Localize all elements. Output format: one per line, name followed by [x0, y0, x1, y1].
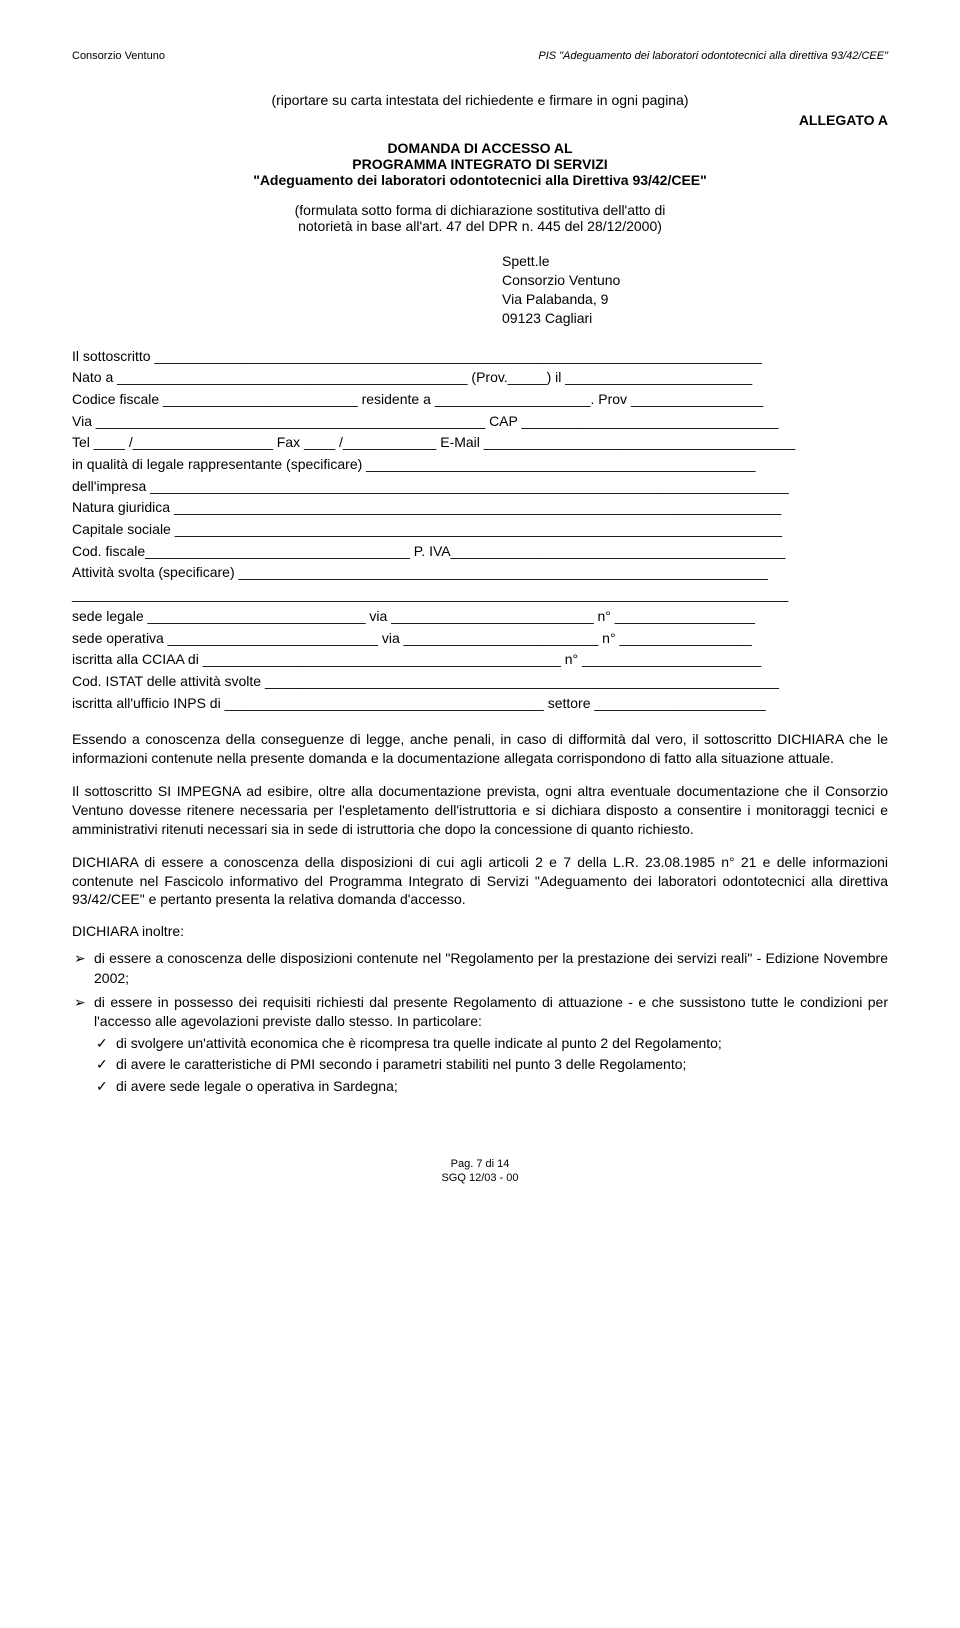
- form-fields: Il sottoscritto ________________________…: [72, 346, 888, 715]
- bullet-item: di essere a conoscenza delle disposizion…: [72, 949, 888, 988]
- address-line-4: 09123 Cagliari: [502, 309, 888, 328]
- footer-page-number: Pag. 7 di 14: [72, 1157, 888, 1171]
- address-line-1: Spett.le: [502, 252, 888, 271]
- formula-line-2: notorietà in base all'art. 47 del DPR n.…: [72, 218, 888, 234]
- page: Consorzio Ventuno PIS "Adeguamento dei l…: [0, 0, 960, 1225]
- form-line: Nato a _________________________________…: [72, 367, 888, 389]
- form-line: Il sottoscritto ________________________…: [72, 346, 888, 368]
- footer-code: SGQ 12/03 - 00: [72, 1171, 888, 1185]
- form-line: Tel ____ /__________________ Fax ____ /_…: [72, 432, 888, 454]
- check-list: di svolgere un'attività economica che è …: [94, 1034, 888, 1097]
- form-line: Cod. fiscale____________________________…: [72, 541, 888, 563]
- recipient-address: Spett.le Consorzio Ventuno Via Palabanda…: [502, 252, 888, 328]
- paragraph-2: Il sottoscritto SI IMPEGNA ad esibire, o…: [72, 782, 888, 839]
- check-item: di avere sede legale o operativa in Sard…: [94, 1077, 888, 1097]
- bullet-item: di essere in possesso dei requisiti rich…: [72, 993, 888, 1097]
- address-line-3: Via Palabanda, 9: [502, 290, 888, 309]
- header-left: Consorzio Ventuno: [72, 50, 165, 62]
- form-line: Via ____________________________________…: [72, 411, 888, 433]
- form-line: Cod. ISTAT delle attività svolte _______…: [72, 671, 888, 693]
- form-line: iscritta all'ufficio INPS di ___________…: [72, 693, 888, 715]
- title-line-3: "Adeguamento dei laboratori odontotecnic…: [72, 172, 888, 188]
- title-line-1: DOMANDA DI ACCESSO AL: [72, 140, 888, 156]
- form-line: Natura giuridica _______________________…: [72, 497, 888, 519]
- page-footer: Pag. 7 di 14 SGQ 12/03 - 00: [72, 1157, 888, 1186]
- form-line: Attività svolta (specificare) __________…: [72, 562, 888, 584]
- form-line: Codice fiscale _________________________…: [72, 389, 888, 411]
- check-item: di avere le caratteristiche di PMI secon…: [94, 1055, 888, 1075]
- declare-label: DICHIARA inoltre:: [72, 923, 888, 939]
- check-item: di svolgere un'attività economica che è …: [94, 1034, 888, 1054]
- paragraph-3: DICHIARA di essere a conoscenza della di…: [72, 853, 888, 910]
- title-block: DOMANDA DI ACCESSO AL PROGRAMMA INTEGRAT…: [72, 140, 888, 188]
- paragraph-1: Essendo a conoscenza della conseguenze d…: [72, 730, 888, 768]
- header-right: PIS "Adeguamento dei laboratori odontote…: [538, 50, 888, 62]
- form-line: dell'impresa ___________________________…: [72, 476, 888, 498]
- formula-line-1: (formulata sotto forma di dichiarazione …: [72, 202, 888, 218]
- title-line-2: PROGRAMMA INTEGRATO DI SERVIZI: [72, 156, 888, 172]
- instruction-line: (riportare su carta intestata del richie…: [72, 92, 888, 108]
- page-header: Consorzio Ventuno PIS "Adeguamento dei l…: [72, 50, 888, 62]
- allegato-label: ALLEGATO A: [72, 112, 888, 128]
- bullet-list: di essere a conoscenza delle disposizion…: [72, 949, 888, 1096]
- form-line: iscritta alla CCIAA di _________________…: [72, 649, 888, 671]
- form-line: sede legale ____________________________…: [72, 606, 888, 628]
- form-line: Capitale sociale _______________________…: [72, 519, 888, 541]
- form-line: in qualità di legale rappresentante (spe…: [72, 454, 888, 476]
- formula-block: (formulata sotto forma di dichiarazione …: [72, 202, 888, 234]
- bullet-text: di essere in possesso dei requisiti rich…: [94, 994, 888, 1030]
- form-line: ________________________________________…: [72, 584, 888, 606]
- address-line-2: Consorzio Ventuno: [502, 271, 888, 290]
- form-line: sede operativa _________________________…: [72, 628, 888, 650]
